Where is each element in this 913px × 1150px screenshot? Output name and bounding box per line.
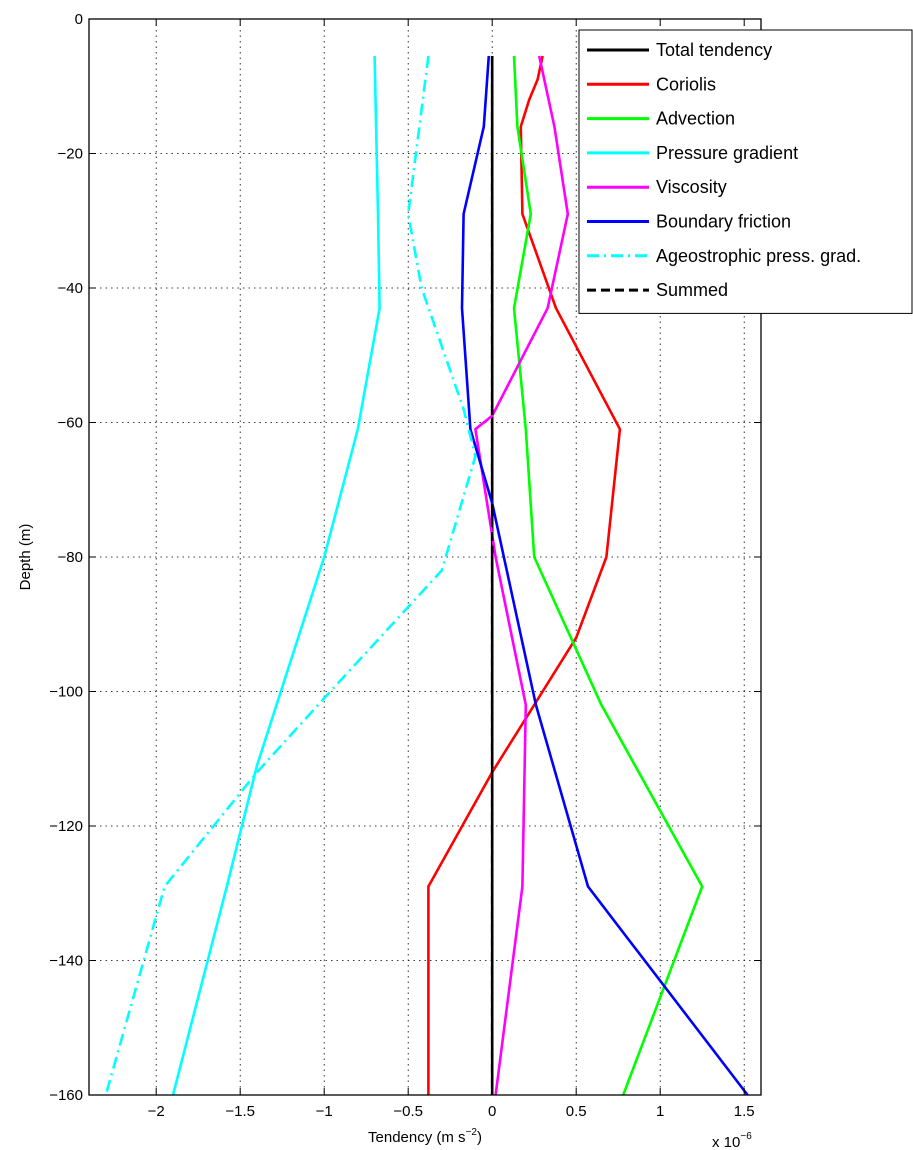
x-axis-multiplier: x 10−6: [712, 1131, 752, 1150]
legend-entry-label: Viscosity: [656, 177, 727, 197]
x-tick-label: 1: [656, 1103, 664, 1120]
x-axis-multiplier-base: x 10: [712, 1134, 740, 1150]
x-axis-title-close: ): [477, 1129, 482, 1146]
x-tick-label: −2: [148, 1103, 165, 1120]
x-tick-label: 0: [488, 1103, 496, 1120]
y-tick-label: −160: [49, 1087, 83, 1104]
x-tick-label: −0.5: [393, 1103, 423, 1120]
y-axis-title: Depth (m): [17, 524, 34, 591]
series-line-2: [512, 55, 704, 1096]
y-tick-label: −60: [58, 415, 83, 432]
y-tick-label: −40: [58, 280, 83, 297]
x-axis-title-text: Tendency (m s: [368, 1129, 466, 1146]
x-tick-label: 0.5: [566, 1103, 587, 1120]
y-tick-label: −100: [49, 684, 83, 701]
x-tick-label: 1.5: [734, 1103, 755, 1120]
y-tick-label: 0: [75, 11, 83, 28]
x-axis-title: Tendency (m s−2): [368, 1127, 482, 1146]
legend-entry-label: Advection: [656, 109, 735, 129]
legend-entry-label: Ageostrophic press. grad.: [656, 246, 861, 266]
x-axis-multiplier-exponent: −6: [740, 1131, 752, 1142]
legend-entry-label: Coriolis: [656, 74, 716, 94]
x-tick-label: −1: [316, 1103, 333, 1120]
legend-box: [578, 29, 913, 314]
axis-ticks: −2 −1.5 −1 −0.5 0 0.5 1 1.5 0 −20 −40 −60 −80 −100 −12…: [49, 11, 761, 1120]
y-tick-label: −140: [49, 953, 83, 970]
legend: Total tendency Coriolis Advection Pressure …: [578, 29, 913, 314]
legend-entry-label: Boundary friction: [656, 212, 791, 232]
series-line-5: [460, 55, 749, 1096]
legend-entry-label: Summed: [656, 280, 728, 300]
series-line-6: [104, 55, 477, 1096]
y-tick-label: −80: [58, 549, 83, 566]
series-line-4: [474, 55, 570, 1096]
y-tick-label: −120: [49, 818, 83, 835]
x-tick-label: −1.5: [225, 1103, 255, 1120]
legend-entry-label: Pressure gradient: [656, 143, 798, 163]
x-axis-title-superscript: −2: [466, 1127, 478, 1138]
series-line-3: [171, 55, 381, 1096]
legend-entry-label: Total tendency: [656, 40, 772, 60]
y-tick-label: −20: [58, 146, 83, 163]
series-lines: [104, 55, 749, 1096]
